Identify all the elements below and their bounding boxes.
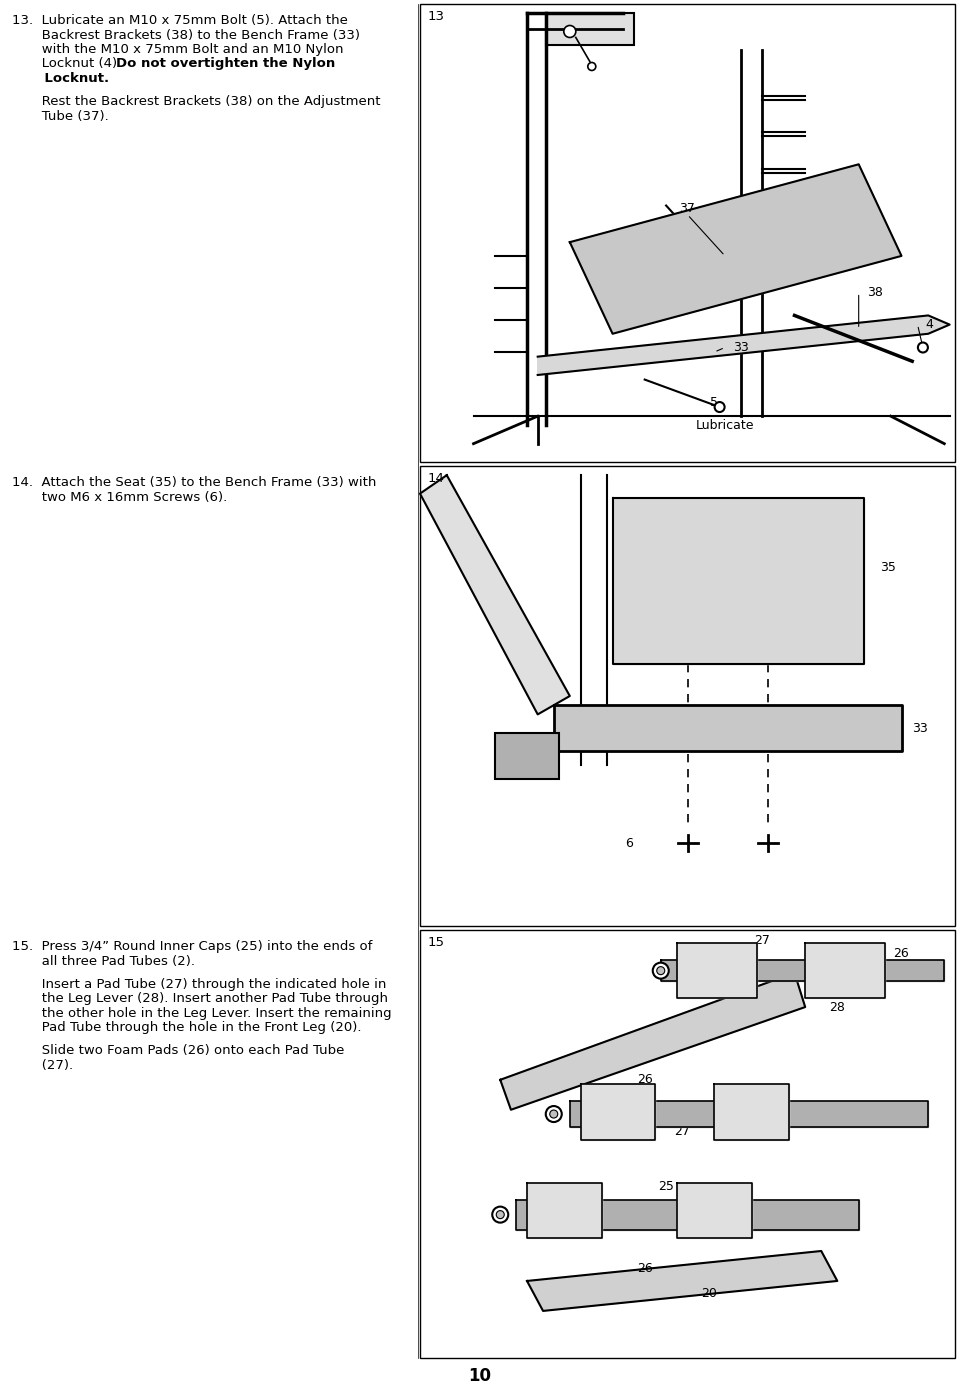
Polygon shape xyxy=(527,1182,602,1238)
Circle shape xyxy=(492,1206,508,1223)
Text: Insert a Pad Tube (27) through the indicated hole in: Insert a Pad Tube (27) through the indic… xyxy=(12,977,386,991)
Polygon shape xyxy=(660,960,945,981)
Polygon shape xyxy=(420,475,570,715)
Text: Tube (37).: Tube (37). xyxy=(12,110,108,123)
Text: 38: 38 xyxy=(867,286,882,299)
Circle shape xyxy=(564,25,576,38)
Text: 35: 35 xyxy=(880,561,896,574)
Text: 28: 28 xyxy=(829,1001,845,1013)
Text: 26: 26 xyxy=(636,1074,653,1086)
Polygon shape xyxy=(677,1182,752,1238)
Text: Backrest Brackets (38) to the Bench Frame (33): Backrest Brackets (38) to the Bench Fram… xyxy=(12,28,360,42)
Text: the other hole in the Leg Lever. Insert the remaining: the other hole in the Leg Lever. Insert … xyxy=(12,1007,392,1019)
Text: 26: 26 xyxy=(829,1202,845,1215)
Bar xyxy=(420,466,955,926)
Circle shape xyxy=(550,1110,558,1118)
Text: 27: 27 xyxy=(755,934,770,948)
Polygon shape xyxy=(527,1251,837,1311)
Polygon shape xyxy=(570,1101,928,1127)
Text: 33: 33 xyxy=(732,341,749,355)
Text: with the M10 x 75mm Bolt and an M10 Nylon: with the M10 x 75mm Bolt and an M10 Nylo… xyxy=(12,43,344,56)
Text: Do not overtighten the Nylon: Do not overtighten the Nylon xyxy=(116,57,335,71)
Circle shape xyxy=(545,1106,562,1122)
Text: 15: 15 xyxy=(428,935,445,949)
Text: 33: 33 xyxy=(912,722,928,734)
Text: 37: 37 xyxy=(680,202,695,215)
Polygon shape xyxy=(516,1199,858,1230)
Text: 14.  Attach the Seat (35) to the Bench Frame (33) with: 14. Attach the Seat (35) to the Bench Fr… xyxy=(12,476,376,489)
Polygon shape xyxy=(500,973,805,1110)
Text: 5: 5 xyxy=(710,396,718,409)
Circle shape xyxy=(657,966,664,974)
Text: Pad Tube through the hole in the Front Leg (20).: Pad Tube through the hole in the Front L… xyxy=(12,1022,362,1034)
Text: 27: 27 xyxy=(674,1125,690,1138)
Circle shape xyxy=(496,1210,504,1219)
Polygon shape xyxy=(554,705,901,751)
Polygon shape xyxy=(581,1085,656,1139)
Polygon shape xyxy=(612,498,864,664)
Text: Rest the Backrest Brackets (38) on the Adjustment: Rest the Backrest Brackets (38) on the A… xyxy=(12,95,380,109)
Polygon shape xyxy=(677,942,757,998)
Text: 14: 14 xyxy=(428,472,444,484)
Bar xyxy=(495,733,559,779)
Text: 15.  Press 3/4” Round Inner Caps (25) into the ends of: 15. Press 3/4” Round Inner Caps (25) int… xyxy=(12,940,372,953)
Circle shape xyxy=(714,402,725,412)
Polygon shape xyxy=(714,1085,789,1139)
Polygon shape xyxy=(805,942,885,998)
Text: 6: 6 xyxy=(625,836,633,850)
Text: 13.  Lubricate an M10 x 75mm Bolt (5). Attach the: 13. Lubricate an M10 x 75mm Bolt (5). At… xyxy=(12,14,348,27)
Text: (27).: (27). xyxy=(12,1060,73,1072)
Circle shape xyxy=(653,963,669,979)
Circle shape xyxy=(588,63,596,70)
Text: 26: 26 xyxy=(636,1262,653,1275)
Polygon shape xyxy=(570,165,901,334)
Text: 4: 4 xyxy=(925,318,933,331)
Text: 25: 25 xyxy=(894,1103,909,1117)
Text: the Leg Lever (28). Insert another Pad Tube through: the Leg Lever (28). Insert another Pad T… xyxy=(12,993,388,1005)
Bar xyxy=(420,930,955,1358)
Text: Locknut (4).: Locknut (4). xyxy=(12,57,126,71)
Text: two M6 x 16mm Screws (6).: two M6 x 16mm Screws (6). xyxy=(12,490,228,504)
Text: 13: 13 xyxy=(428,10,445,22)
Text: 20: 20 xyxy=(701,1287,717,1300)
Text: Slide two Foam Pads (26) onto each Pad Tube: Slide two Foam Pads (26) onto each Pad T… xyxy=(12,1044,345,1057)
Text: Locknut.: Locknut. xyxy=(12,73,109,85)
Text: 27: 27 xyxy=(771,1215,786,1227)
Text: 26: 26 xyxy=(707,946,722,960)
Text: 25: 25 xyxy=(659,1180,674,1194)
Bar xyxy=(420,4,955,462)
Circle shape xyxy=(918,342,928,353)
Text: all three Pad Tubes (2).: all three Pad Tubes (2). xyxy=(12,955,195,967)
Text: Lubricate: Lubricate xyxy=(696,419,755,431)
Polygon shape xyxy=(538,315,949,376)
Bar xyxy=(545,13,634,45)
Text: 10: 10 xyxy=(468,1367,492,1385)
Text: 26: 26 xyxy=(894,946,909,960)
